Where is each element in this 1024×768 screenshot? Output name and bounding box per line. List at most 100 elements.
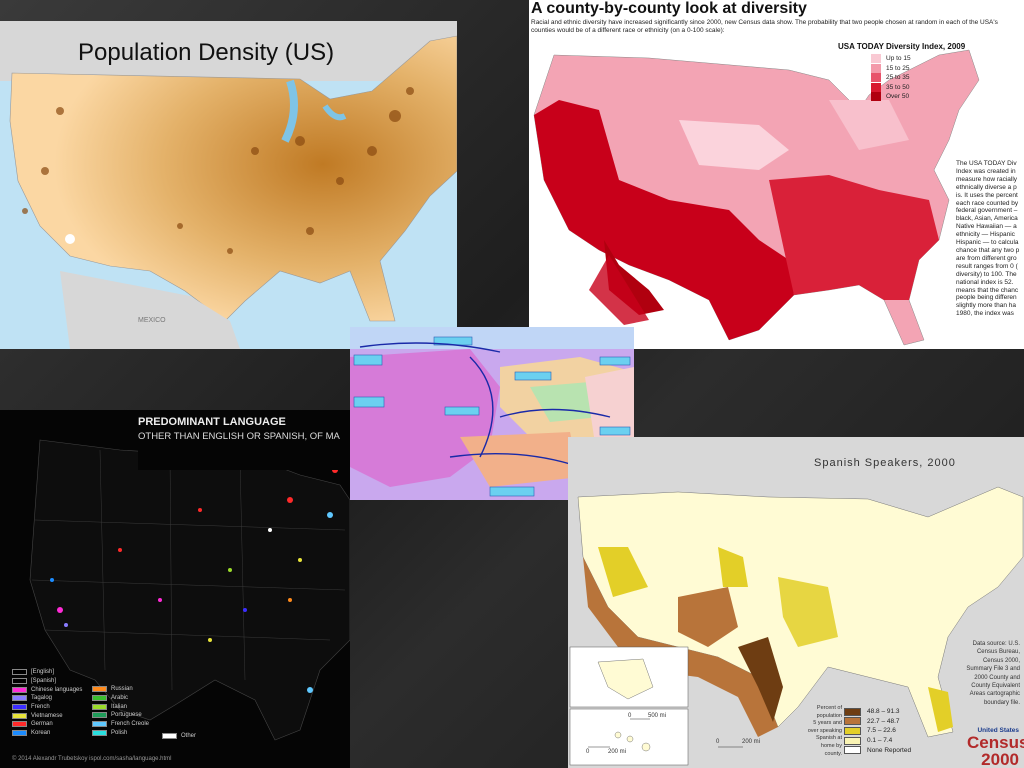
language-legend-label: French Creole	[111, 721, 150, 728]
spanish-legend-item: 48.8 – 91.3	[844, 707, 911, 717]
diversity-legend-label: 15 to 25	[886, 64, 910, 72]
spanish-legend-swatch	[844, 736, 861, 745]
spanish-legend-swatch	[844, 746, 861, 755]
diversity-subhead: Racial and ethnic diversity have increas…	[531, 19, 998, 34]
logo-year-text: 2000	[981, 750, 1019, 768]
scale-zero-2: 0	[586, 749, 590, 755]
diversity-legend: Up to 15 15 to 25 25 to 35 35 to 50 Over 50	[871, 54, 911, 102]
language-legend-item: Arabic	[92, 694, 149, 703]
scale-zero-1: 0	[628, 713, 632, 719]
diversity-note: The USA TODAY Div Index was created in m…	[956, 160, 1020, 318]
diversity-legend-swatch	[871, 54, 881, 64]
language-legend-item: Korean	[12, 729, 82, 738]
language-legend-swatch	[12, 704, 27, 711]
diversity-legend-swatch	[871, 92, 881, 102]
language-legend-swatch	[12, 686, 27, 693]
diversity-legend-label: 35 to 50	[886, 83, 910, 91]
scale-label-500: 500 mi	[648, 713, 667, 719]
language-legend-item: [English]	[12, 668, 82, 677]
scale-zero-3: 0	[716, 739, 720, 745]
spanish-legend-item: 7.5 – 22.6	[844, 726, 911, 736]
language-legend-label: Polish	[111, 729, 128, 736]
diversity-legend-label: 25 to 35	[886, 74, 910, 82]
spanish-source: Data source: U.S. Census Bureau, Census …	[966, 641, 1020, 706]
scale-label-200-a: 200 mi	[608, 749, 627, 755]
spanish-legend-label: 0.1 – 7.4	[867, 737, 893, 745]
diversity-legend-item: Up to 15	[871, 54, 911, 64]
spanish-title: Spanish Speakers, 2000	[814, 457, 956, 469]
diversity-legend-swatch	[871, 73, 881, 83]
other-swatch	[162, 733, 177, 740]
language-legend-label: Italian	[111, 703, 128, 710]
diversity-legend-title: USA TODAY Diversity Index, 2009	[838, 42, 966, 51]
language-legend-swatch	[12, 695, 27, 702]
language-legend-label: Chinese languages	[31, 686, 83, 693]
diversity-legend-swatch	[871, 82, 881, 92]
language-legend-label: German	[31, 721, 53, 728]
language-map-panel: [English] [Spanish] Chinese languages Tagal…	[0, 410, 350, 768]
language-legend: [English] [Spanish] Chinese languages Tagal…	[12, 668, 82, 738]
population-density-map: Population Density (US) MEXICO	[0, 21, 457, 349]
language-legend-item: Polish	[92, 728, 149, 737]
other-label: Other	[181, 733, 197, 740]
language-legend-swatch	[12, 669, 27, 676]
language-legend-label: French	[31, 704, 50, 711]
spanish-speakers-panel: Spanish Speakers, 2000 Data source: U.S.…	[568, 437, 1024, 768]
spanish-legend-item: None Reported	[844, 745, 911, 755]
language-legend-item: French	[12, 703, 82, 712]
spanish-map-graphic	[568, 437, 1024, 768]
language-legend-item: Vietnamese	[12, 711, 82, 720]
logo-top-text: United States	[977, 727, 1019, 734]
language-legend-item: German	[12, 720, 82, 729]
logo-main-text: Census	[967, 733, 1024, 752]
spanish-description: Percent of population 5 years and over s…	[807, 705, 842, 757]
diversity-headline: A county-by-county look at diversity	[531, 0, 807, 17]
language-legend-swatch	[92, 686, 107, 693]
diversity-legend-item: 25 to 35	[871, 73, 911, 83]
scale-label-200-b: 200 mi	[742, 739, 761, 745]
language-title-block: PREDOMINANT LANGUAGE OTHER THAN ENGLISH …	[138, 410, 350, 470]
language-legend-swatch	[92, 721, 107, 728]
diversity-legend-item: 35 to 50	[871, 82, 911, 93]
spanish-legend-swatch	[844, 717, 861, 726]
language-map-graphic	[29, 439, 350, 741]
language-legend-swatch	[92, 712, 107, 719]
spanish-legend-label: 48.8 – 91.3	[867, 708, 900, 716]
language-legend-item: [Spanish]	[12, 677, 82, 686]
language-legend-swatch	[92, 695, 107, 702]
spanish-legend-label: 7.5 – 22.6	[867, 727, 896, 735]
language-legend-label: [English]	[31, 669, 55, 676]
spanish-legend-swatch	[844, 707, 861, 716]
diversity-legend-item: Over 50	[871, 92, 911, 102]
language-legend-label: Arabic	[111, 695, 129, 702]
language-legend-label: Vietnamese	[31, 712, 63, 719]
spanish-legend-label: None Reported	[867, 746, 912, 754]
diversity-legend-item: 15 to 25	[871, 63, 911, 74]
density-map-graphic	[0, 21, 457, 349]
language-legend-swatch	[92, 729, 107, 736]
diversity-map-graphic	[533, 49, 980, 346]
spanish-legend: 48.8 – 91.3 22.7 – 48.7 7.5 – 22.6 0.1 – 7.…	[844, 707, 911, 755]
language-credit: © 2014 Alexandr Trubetskoy ispol.com/sas…	[12, 756, 172, 762]
language-legend-swatch	[12, 730, 27, 737]
language-legend-swatch	[12, 721, 27, 728]
language-legend-item: Tagalog	[12, 694, 82, 703]
spanish-legend-swatch	[844, 726, 861, 735]
language-legend-swatch	[12, 712, 27, 719]
language-subtitle: OTHER THAN ENGLISH OR SPANISH, OF MA	[138, 431, 340, 442]
language-legend-label: Tagalog	[31, 695, 53, 702]
language-legend-item: French Creole	[92, 720, 149, 729]
language-legend-label: Russian	[111, 686, 133, 693]
language-legend-swatch	[92, 703, 107, 710]
language-legend-item: Portuguese	[92, 711, 149, 720]
diversity-legend-label: Up to 15	[886, 55, 911, 63]
census-2000-logo: United States Census 2000	[967, 727, 1024, 768]
density-title: Population Density (US)	[78, 39, 335, 66]
language-legend-item: Chinese languages	[12, 685, 82, 694]
language-legend-swatch	[12, 678, 27, 685]
spanish-legend-label: 22.7 – 48.7	[867, 717, 900, 725]
diversity-legend-label: Over 50	[886, 93, 910, 101]
spanish-legend-item: 22.7 – 48.7	[844, 717, 911, 727]
diversity-legend-swatch	[871, 63, 881, 73]
language-legend-label: Korean	[31, 730, 51, 737]
